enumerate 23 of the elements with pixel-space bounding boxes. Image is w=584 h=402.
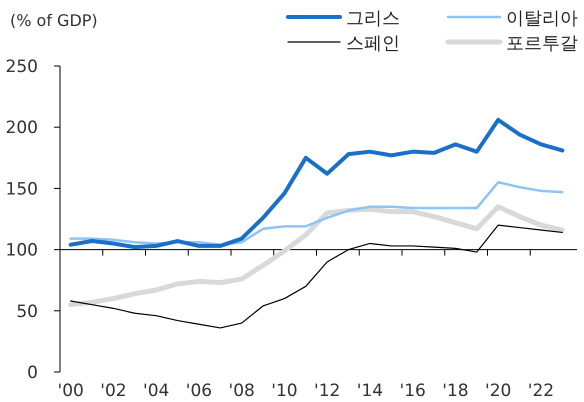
y-tick-label: 0 xyxy=(27,363,38,383)
x-tick-label: '00 xyxy=(58,381,84,401)
x-tick-label: '14 xyxy=(356,381,384,401)
x-tick-label: '18 xyxy=(442,381,469,401)
x-tick-label: '16 xyxy=(400,381,426,401)
x-tick-label: '04 xyxy=(143,381,170,401)
y-tick-label: 250 xyxy=(6,57,38,77)
x-tick-label: '10 xyxy=(271,381,298,401)
y-tick-label: 150 xyxy=(6,179,38,200)
x-tick-label: '22 xyxy=(528,381,554,401)
y-tick-label: 200 xyxy=(6,118,38,138)
legend-label: 그리스 xyxy=(346,8,400,29)
x-tick-label: '12 xyxy=(314,381,340,401)
y-axis-title: (% of GDP) xyxy=(10,11,98,30)
legend-label: 스페인 xyxy=(346,33,400,54)
x-tick-label: '06 xyxy=(186,381,212,401)
legend-label: 포르투갈 xyxy=(506,33,578,54)
y-tick-label: 50 xyxy=(16,302,38,322)
x-tick-label: '02 xyxy=(100,381,127,401)
x-tick-label: '08 xyxy=(228,381,255,401)
x-tick-label: '20 xyxy=(485,381,512,401)
legend-label: 이탈리아 xyxy=(506,8,578,29)
y-tick-label: 100 xyxy=(6,240,38,261)
